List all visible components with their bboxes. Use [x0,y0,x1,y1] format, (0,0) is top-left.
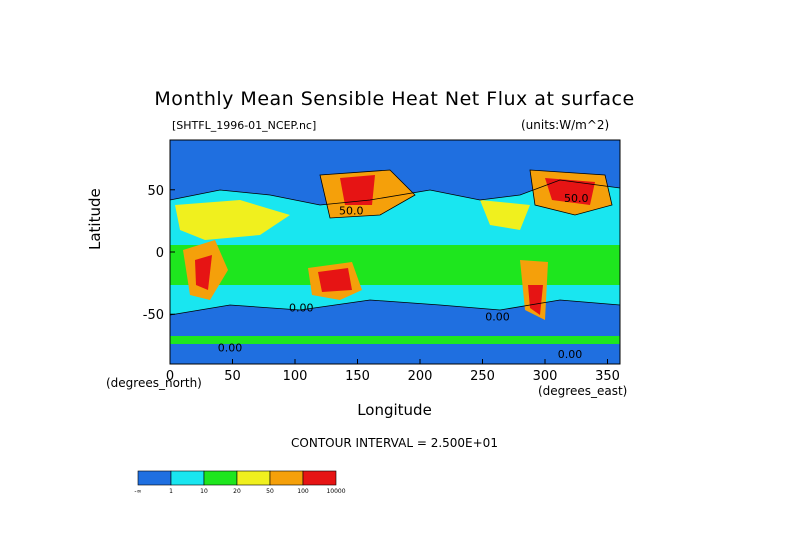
colorbar-bin [236,470,271,486]
colorbar-bin [203,470,238,486]
colorbar-tick-label: 10 [200,488,208,495]
contour-label: 50.0 [564,192,589,205]
contour-label: 0.00 [558,348,583,361]
gulf-stream-core [545,178,595,205]
colorbar-tick-label: 10000 [326,488,345,495]
antarctic-edge [170,336,620,344]
northern-cold-region [170,140,620,205]
x-tick-label: 50 [224,369,241,384]
north-atlantic-warm [480,200,530,230]
colorbar-tick-label: 100 [297,488,309,495]
colorbar-bin [302,470,337,486]
colorbar-bin [269,470,304,486]
x-unit-label: (degrees_east) [538,384,628,398]
colorbar-tick-label: 1 [169,488,173,495]
x-tick-label: 250 [470,369,495,384]
y-unit-label: (degrees_north) [106,376,202,390]
contour-label: 0.00 [289,302,314,315]
x-tick-label: 100 [283,369,308,384]
contour-label: 0.00 [218,342,243,355]
units-label: (units:W/m^2) [521,118,610,132]
chart-title: Monthly Mean Sensible Heat Net Flux at s… [154,88,635,110]
colorbar-bin [137,470,172,486]
contour-interval-label: CONTOUR INTERVAL = 2.500E+01 [291,436,498,450]
southern-ocean-region [170,300,620,364]
colorbar-bin [170,470,205,486]
australia-core [318,268,352,292]
x-tick-label: 150 [345,369,370,384]
y-tick-label: 50 [147,184,164,199]
south-america-core [528,285,543,315]
colorbar-tick-label: 20 [233,488,241,495]
x-tick-label: 200 [408,369,433,384]
sahara-region [175,200,290,240]
kuroshio-core [340,175,375,205]
contour-label: 50.0 [339,205,364,218]
colorbar-tick-label: -∞ [134,488,141,495]
y-tick-label: 0 [156,246,164,261]
x-tick-label: 0 [166,369,174,384]
y-tick-label: -50 [143,308,164,323]
africa-core [195,255,212,290]
source-file-label: [SHTFL_1996-01_NCEP.nc] [172,119,317,132]
x-axis-label: Longitude [357,401,432,419]
colorbar-tick-label: 50 [266,488,274,495]
x-tick-label: 300 [533,369,558,384]
x-tick-label: 350 [595,369,620,384]
contour-label: 0.00 [485,310,510,323]
